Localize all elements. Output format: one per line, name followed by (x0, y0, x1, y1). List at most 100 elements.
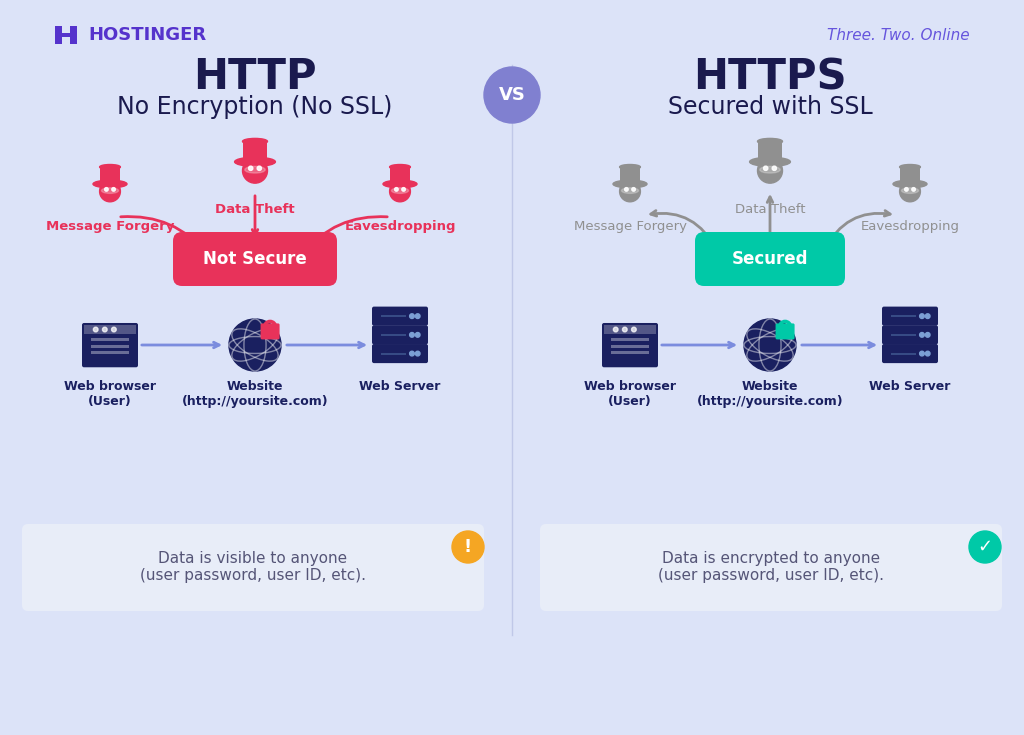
Circle shape (102, 327, 108, 332)
Circle shape (104, 187, 109, 191)
Circle shape (93, 327, 98, 332)
Ellipse shape (243, 138, 267, 144)
Circle shape (920, 351, 925, 356)
Text: Web Server: Web Server (359, 380, 440, 393)
Circle shape (926, 351, 930, 356)
Circle shape (613, 327, 618, 332)
FancyBboxPatch shape (82, 323, 138, 368)
Circle shape (772, 166, 776, 171)
Circle shape (900, 181, 921, 202)
Ellipse shape (622, 188, 639, 193)
Ellipse shape (750, 157, 791, 166)
Circle shape (416, 314, 420, 318)
Circle shape (620, 181, 640, 202)
FancyBboxPatch shape (173, 232, 337, 286)
Circle shape (249, 166, 253, 171)
Circle shape (623, 327, 627, 332)
Text: Secured: Secured (732, 250, 808, 268)
Text: !: ! (464, 538, 472, 556)
FancyBboxPatch shape (611, 338, 649, 341)
Circle shape (926, 314, 930, 318)
Text: Web browser
(User): Web browser (User) (63, 380, 156, 408)
Circle shape (389, 181, 411, 202)
Circle shape (758, 158, 782, 183)
Circle shape (632, 327, 636, 332)
Text: Website
(http://yoursite.com): Website (http://yoursite.com) (696, 380, 844, 408)
FancyBboxPatch shape (882, 344, 938, 363)
FancyBboxPatch shape (602, 323, 658, 368)
Text: No Encryption (No SSL): No Encryption (No SSL) (118, 95, 392, 119)
Text: Data Theft: Data Theft (735, 203, 805, 216)
Ellipse shape (234, 157, 275, 166)
FancyBboxPatch shape (882, 326, 938, 345)
Circle shape (394, 187, 398, 191)
Text: Data Theft: Data Theft (215, 203, 295, 216)
FancyBboxPatch shape (22, 524, 484, 611)
Circle shape (911, 187, 915, 191)
Circle shape (920, 314, 925, 318)
Text: Website
(http://yoursite.com): Website (http://yoursite.com) (181, 380, 329, 408)
Ellipse shape (620, 165, 640, 170)
Circle shape (926, 332, 930, 337)
Circle shape (416, 332, 420, 337)
Ellipse shape (93, 180, 127, 188)
Circle shape (410, 332, 415, 337)
Ellipse shape (101, 188, 119, 193)
Circle shape (112, 327, 117, 332)
FancyBboxPatch shape (372, 344, 428, 363)
Circle shape (410, 351, 415, 356)
FancyBboxPatch shape (372, 326, 428, 345)
FancyBboxPatch shape (389, 167, 411, 184)
FancyBboxPatch shape (381, 334, 406, 336)
Ellipse shape (391, 188, 409, 193)
FancyBboxPatch shape (84, 325, 136, 334)
FancyBboxPatch shape (243, 141, 267, 162)
FancyBboxPatch shape (91, 351, 129, 354)
FancyBboxPatch shape (891, 315, 916, 318)
Text: Eavesdropping: Eavesdropping (860, 220, 959, 233)
FancyBboxPatch shape (540, 524, 1002, 611)
Ellipse shape (383, 180, 417, 188)
FancyBboxPatch shape (775, 323, 795, 340)
Ellipse shape (245, 166, 265, 173)
Text: Data is visible to anyone
(user password, user ID, etc).: Data is visible to anyone (user password… (140, 551, 366, 583)
FancyBboxPatch shape (620, 167, 640, 184)
Text: Eavesdropping: Eavesdropping (344, 220, 456, 233)
FancyBboxPatch shape (611, 345, 649, 348)
Ellipse shape (760, 166, 780, 173)
Circle shape (112, 187, 116, 191)
Circle shape (401, 187, 406, 191)
FancyBboxPatch shape (882, 306, 938, 326)
Circle shape (632, 187, 636, 191)
Text: Message Forgery: Message Forgery (573, 220, 686, 233)
FancyBboxPatch shape (891, 334, 916, 336)
Circle shape (920, 332, 925, 337)
FancyBboxPatch shape (604, 325, 656, 334)
FancyBboxPatch shape (381, 353, 406, 355)
FancyBboxPatch shape (381, 315, 406, 318)
Circle shape (99, 181, 121, 202)
FancyBboxPatch shape (91, 338, 129, 341)
Ellipse shape (99, 165, 121, 170)
Text: Secured with SSL: Secured with SSL (668, 95, 872, 119)
Text: HOSTINGER: HOSTINGER (88, 26, 206, 44)
Ellipse shape (758, 138, 782, 144)
FancyBboxPatch shape (900, 167, 921, 184)
FancyBboxPatch shape (695, 232, 845, 286)
Text: Web Server: Web Server (869, 380, 950, 393)
Circle shape (416, 351, 420, 356)
FancyBboxPatch shape (372, 306, 428, 326)
Text: HTTPS: HTTPS (693, 56, 847, 98)
Text: Not Secure: Not Secure (203, 250, 307, 268)
Circle shape (243, 158, 267, 183)
Text: Three. Two. Online: Three. Two. Online (827, 27, 970, 43)
Text: ✓: ✓ (978, 538, 992, 556)
FancyBboxPatch shape (260, 323, 280, 340)
Text: HTTP: HTTP (194, 56, 316, 98)
FancyBboxPatch shape (99, 167, 121, 184)
Circle shape (625, 187, 628, 191)
Circle shape (764, 166, 768, 171)
FancyBboxPatch shape (891, 353, 916, 355)
Ellipse shape (900, 165, 921, 170)
Ellipse shape (901, 188, 919, 193)
